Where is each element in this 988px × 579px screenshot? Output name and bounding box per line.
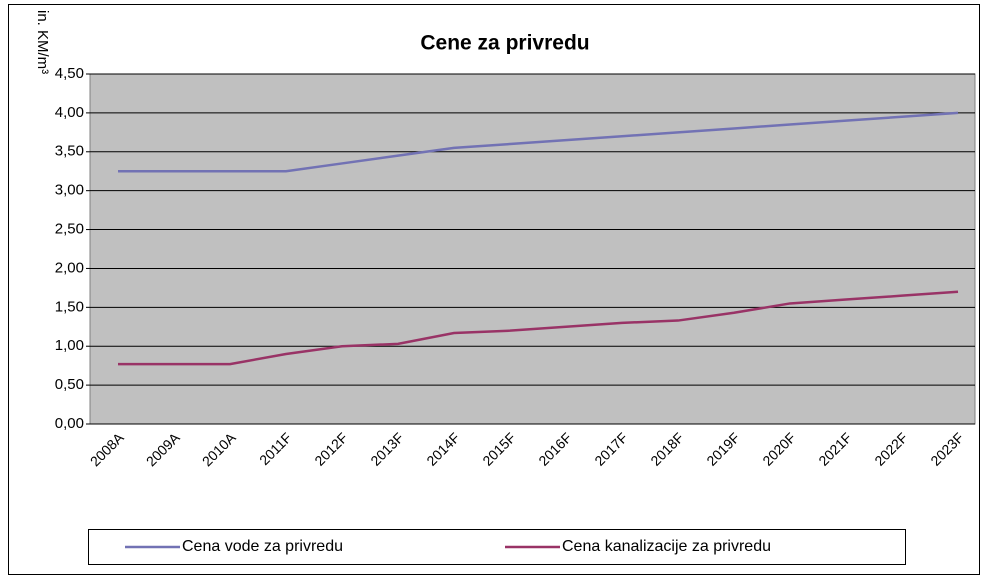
chart-title: Cene za privredu bbox=[420, 32, 589, 55]
legend-label: Cena vode za privredu bbox=[182, 538, 343, 555]
legend-box bbox=[88, 529, 906, 565]
y-tick-label: 3,50 bbox=[55, 143, 84, 160]
y-tick-label: 2,00 bbox=[55, 259, 84, 276]
y-tick-label: 4,00 bbox=[55, 104, 84, 121]
y-tick-label: 2,50 bbox=[55, 221, 84, 238]
data-line bbox=[118, 111, 959, 173]
y-tick-label: 1,00 bbox=[55, 337, 84, 354]
y-tick-label: 3,00 bbox=[55, 182, 84, 199]
data-line bbox=[118, 290, 959, 366]
y-axis-label: in. KM/m³ bbox=[34, 10, 51, 74]
plot-area bbox=[89, 73, 976, 425]
y-tick-label: 4,50 bbox=[55, 65, 84, 82]
legend-label: Cena kanalizacije za privredu bbox=[562, 538, 771, 555]
y-tick-label: 0,00 bbox=[55, 415, 84, 432]
y-tick-label: 1,50 bbox=[55, 298, 84, 315]
y-tick-label: 0,50 bbox=[55, 376, 84, 393]
